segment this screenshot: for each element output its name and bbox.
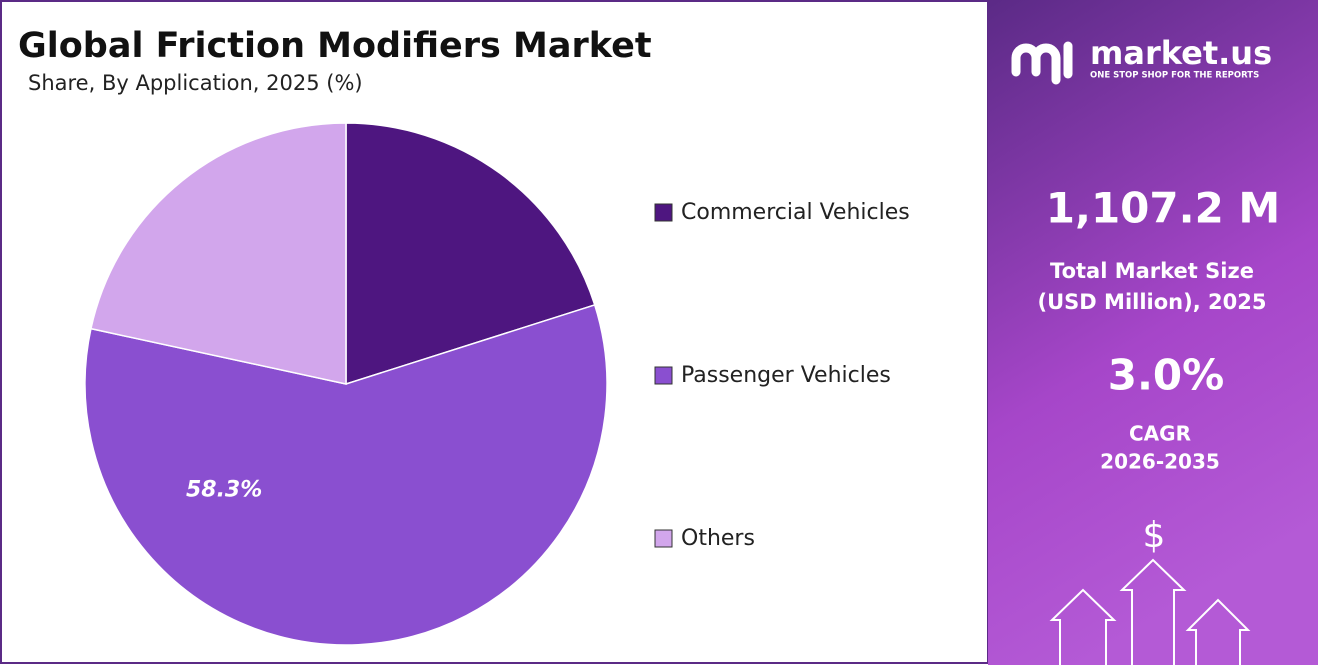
legend-swatch bbox=[654, 203, 673, 222]
cagr-value: 3.0% bbox=[1108, 351, 1224, 400]
market-size-label: (USD Million), 2025 bbox=[1038, 290, 1267, 314]
pie: 58.3% bbox=[84, 122, 608, 646]
data-label: 58.3% bbox=[186, 477, 262, 502]
legend-swatch bbox=[654, 366, 673, 385]
cagr-label: 2026-2035 bbox=[1100, 450, 1220, 474]
legend-swatch bbox=[654, 529, 673, 548]
legend-label: Passenger Vehicles bbox=[681, 363, 891, 388]
growth-arrows bbox=[1049, 558, 1251, 665]
market-size: 1,107.2 M bbox=[1046, 184, 1280, 233]
legend-label: Commercial Vehicles bbox=[681, 200, 910, 225]
dollar-icon: $ bbox=[1143, 515, 1166, 556]
market-size-label: Total Market Size bbox=[1050, 259, 1254, 283]
chart-subtitle: Share, By Application, 2025 (%) bbox=[28, 71, 363, 95]
legend-label: Others bbox=[681, 526, 755, 551]
logo-tagline: ONE STOP SHOP FOR THE REPORTS bbox=[1090, 71, 1259, 81]
pie-slice bbox=[90, 122, 347, 385]
pie-slice bbox=[345, 122, 596, 386]
logo-text: market.us bbox=[1090, 34, 1272, 72]
cagr-label: CAGR bbox=[1129, 422, 1191, 446]
legend: Commercial Vehicles Passenger Vehicles Oth… bbox=[654, 200, 910, 551]
side-panel bbox=[988, 0, 1318, 665]
pie-slice bbox=[84, 303, 608, 646]
logo-icon bbox=[1011, 41, 1073, 85]
chart-title: Global Friction Modifiers Market bbox=[18, 26, 652, 66]
